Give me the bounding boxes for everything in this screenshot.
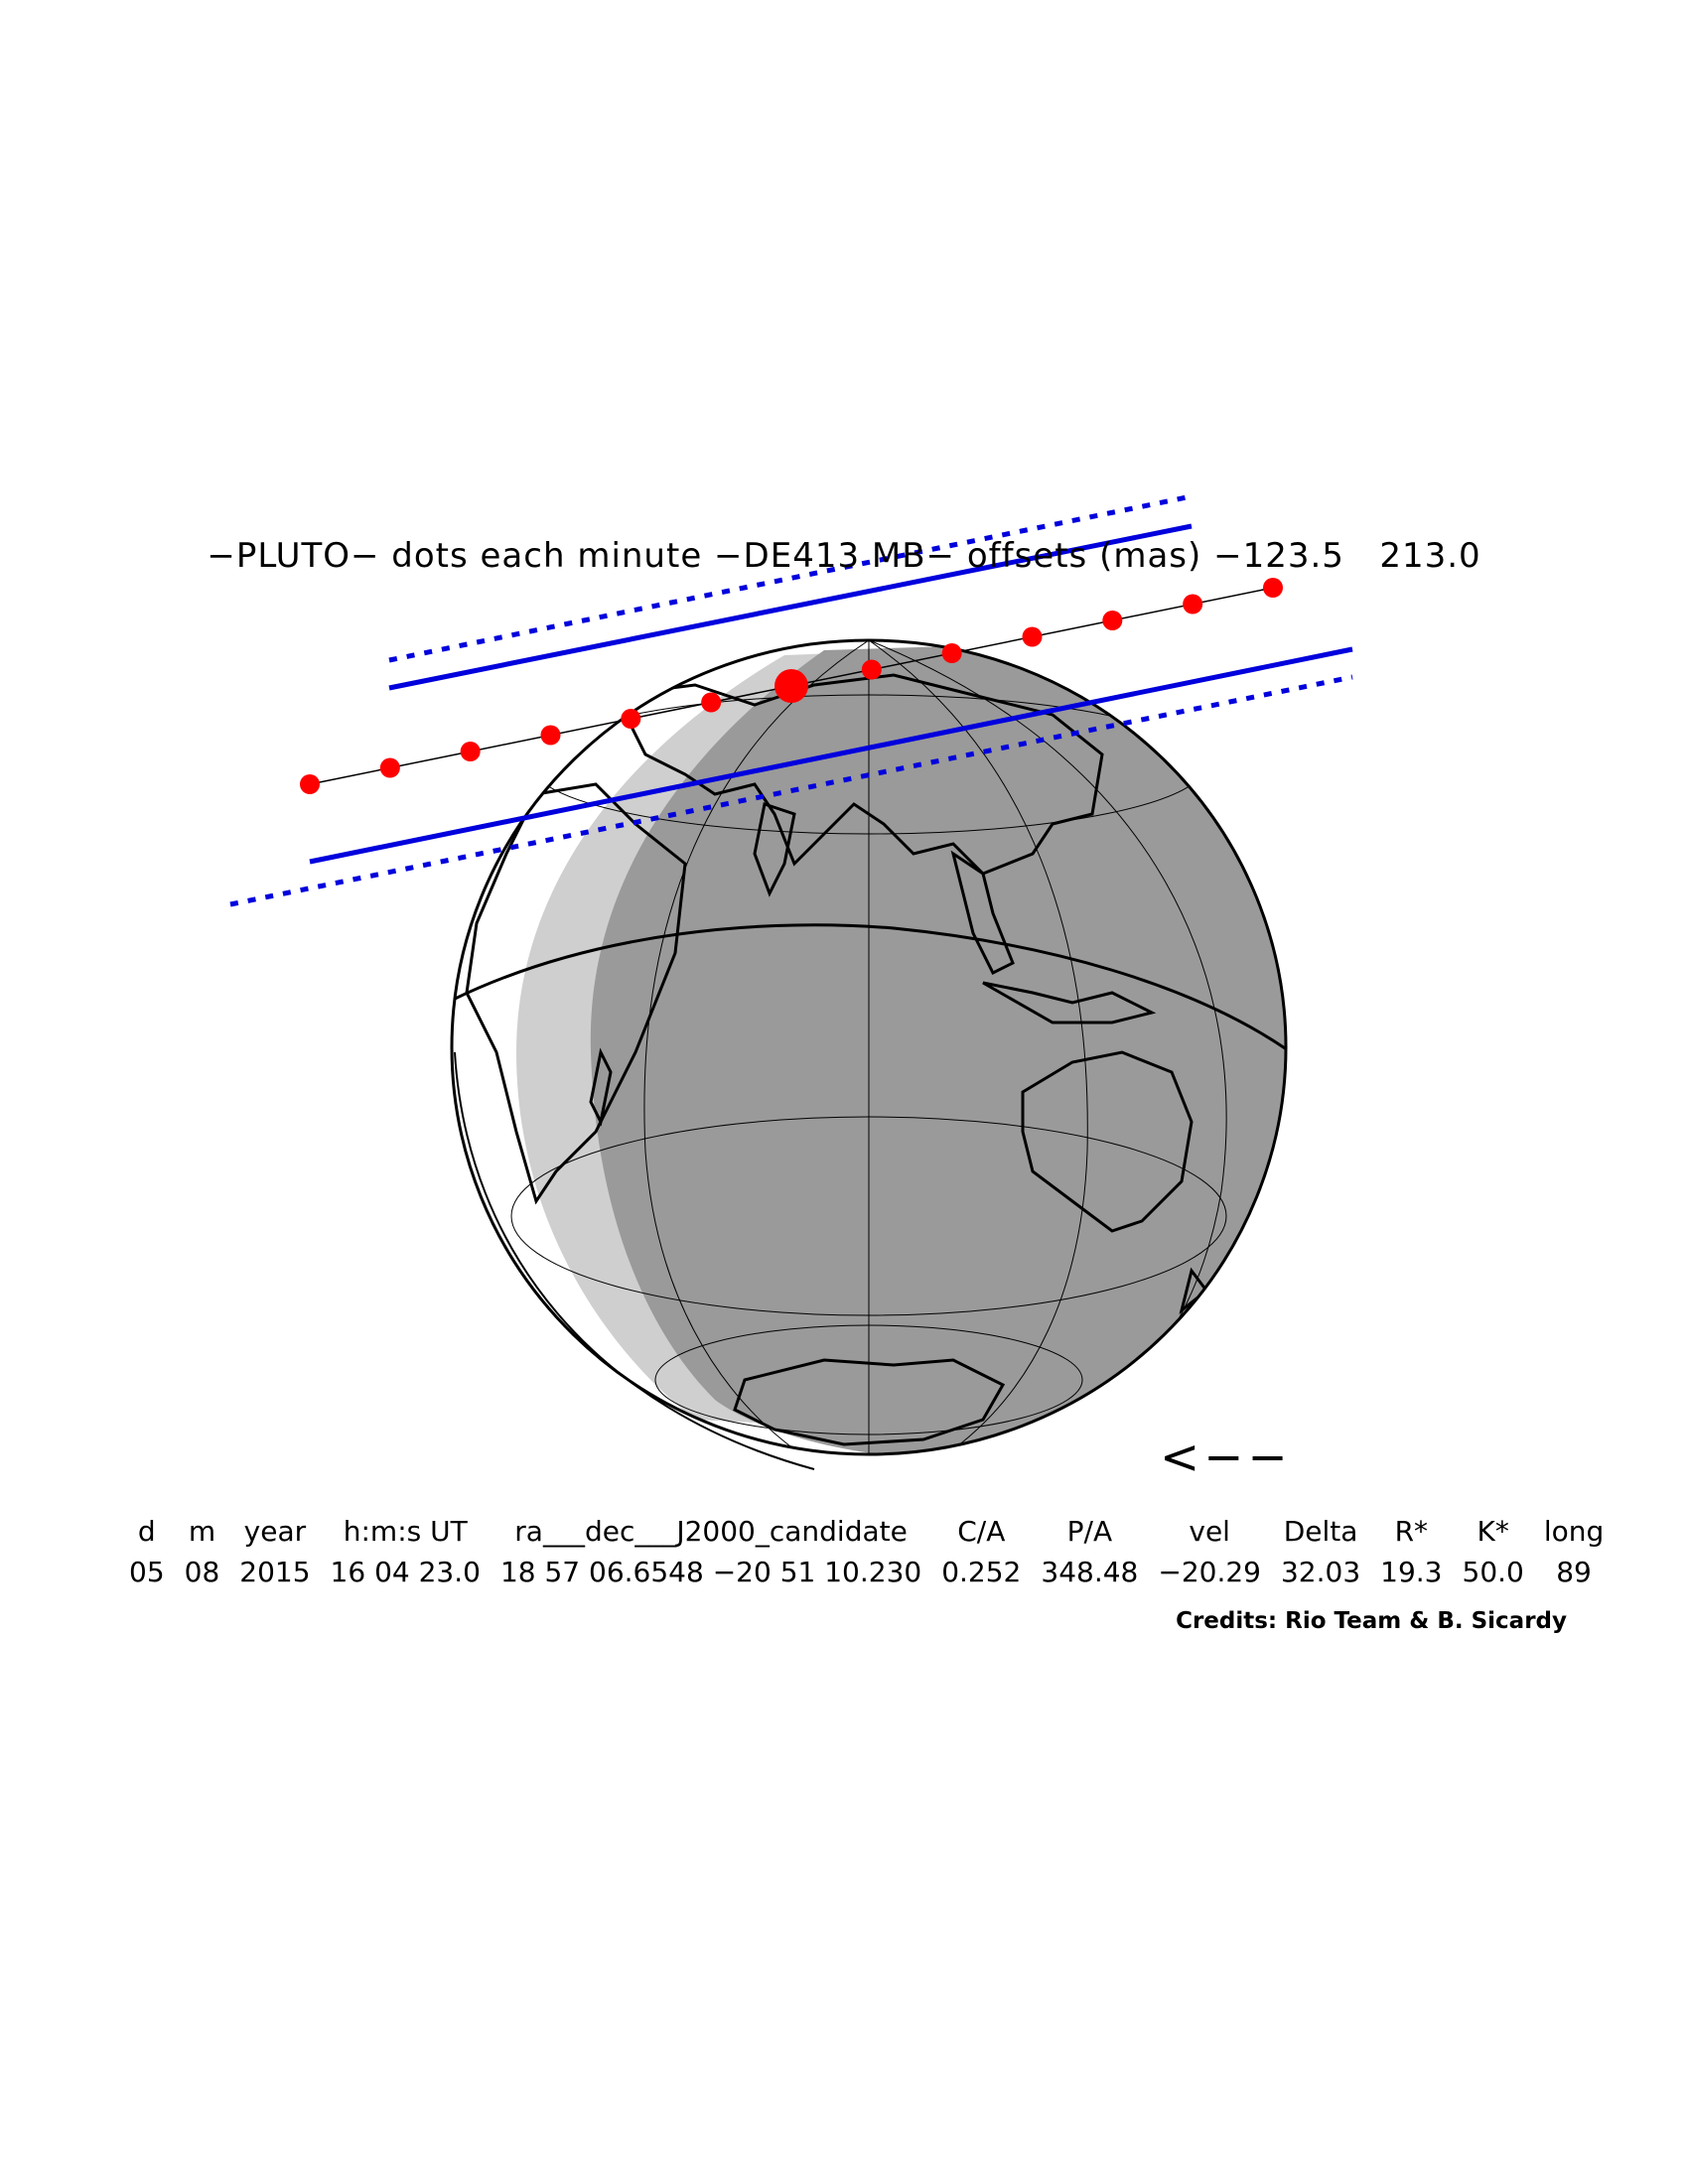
header-time: h:m:s UT: [343, 1515, 468, 1548]
value-month: 08: [184, 1556, 220, 1588]
minute-dot: [379, 757, 400, 778]
value-vel: −20.29: [1158, 1556, 1261, 1588]
header-year: year: [243, 1515, 307, 1548]
minute-dot: [1263, 578, 1283, 598]
credits: Credits: Rio Team & B. Sicardy: [1176, 1608, 1567, 1634]
header-day: d: [137, 1515, 156, 1548]
closest-approach-dot: [774, 669, 808, 703]
plot-title: −PLUTO− dots each minute −DE413 MB− offs…: [207, 536, 1481, 576]
shadow-limit-north: [388, 523, 1193, 691]
header-vel: vel: [1189, 1515, 1230, 1548]
minute-dot: [1102, 611, 1123, 630]
direction-arrow: <−−: [1160, 1430, 1292, 1485]
shadow-limit-south: [309, 646, 1353, 865]
header-ca: C/A: [957, 1515, 1006, 1548]
minute-dot: [701, 692, 722, 713]
night-side: [590, 640, 1286, 1454]
value-delta: 32.03: [1280, 1556, 1361, 1588]
indonesia: [982, 981, 1157, 1024]
madagascar: [589, 1047, 613, 1127]
value-day: 05: [129, 1556, 165, 1588]
shadow-limit-south-uncertainty: [229, 674, 1353, 907]
minute-dot: [941, 643, 962, 663]
india: [753, 802, 796, 897]
eurasia-coast: [613, 673, 1104, 876]
australia: [1021, 1050, 1194, 1233]
minute-dots: [300, 578, 1283, 794]
globe-limb: [450, 638, 1288, 1456]
se-asia: [950, 850, 1015, 976]
value-year: 2015: [239, 1556, 311, 1588]
header-long: long: [1543, 1515, 1605, 1548]
minute-dot: [861, 659, 882, 680]
equator: [452, 923, 1286, 1054]
globe: [450, 638, 1288, 1470]
minute-dot: [621, 709, 641, 729]
africa-coast: [465, 782, 687, 1205]
header-coordinates: ra___dec___J2000_candidate: [514, 1515, 908, 1548]
value-k-mag: 50.0: [1462, 1556, 1524, 1588]
table-value-row: 05 08 2015 16 04 23.0 18 57 06.6548 −20 …: [119, 1552, 1614, 1592]
value-coordinates: 18 57 06.6548 −20 51 10.230: [499, 1556, 922, 1588]
value-time: 16 04 23.0: [330, 1556, 481, 1588]
shadow-path: [229, 493, 1353, 907]
header-k-mag: K*: [1477, 1515, 1509, 1548]
coastlines: [465, 673, 1209, 1446]
shadow-limit-north-uncertainty: [388, 493, 1193, 663]
header-month: m: [188, 1515, 216, 1548]
event-info-table: d m year h:m:s UT ra___dec___J2000_candi…: [119, 1511, 1614, 1592]
header-r-mag: R*: [1394, 1515, 1429, 1548]
minute-dot: [460, 742, 481, 761]
header-delta: Delta: [1283, 1515, 1358, 1548]
minute-dot: [1183, 594, 1203, 614]
minute-dot: [540, 725, 561, 746]
value-r-mag: 19.3: [1380, 1556, 1443, 1588]
antarctica: [733, 1358, 1006, 1446]
value-long: 89: [1556, 1556, 1592, 1588]
value-ca: 0.252: [941, 1556, 1022, 1588]
table-header-row: d m year h:m:s UT ra___dec___J2000_candi…: [119, 1511, 1614, 1552]
minute-dot: [300, 774, 320, 794]
header-pa: P/A: [1066, 1515, 1113, 1548]
minute-dot: [1022, 626, 1043, 647]
globe-outer-limb: [454, 1051, 815, 1470]
centerline: [300, 578, 1283, 794]
value-pa: 348.48: [1041, 1556, 1139, 1588]
